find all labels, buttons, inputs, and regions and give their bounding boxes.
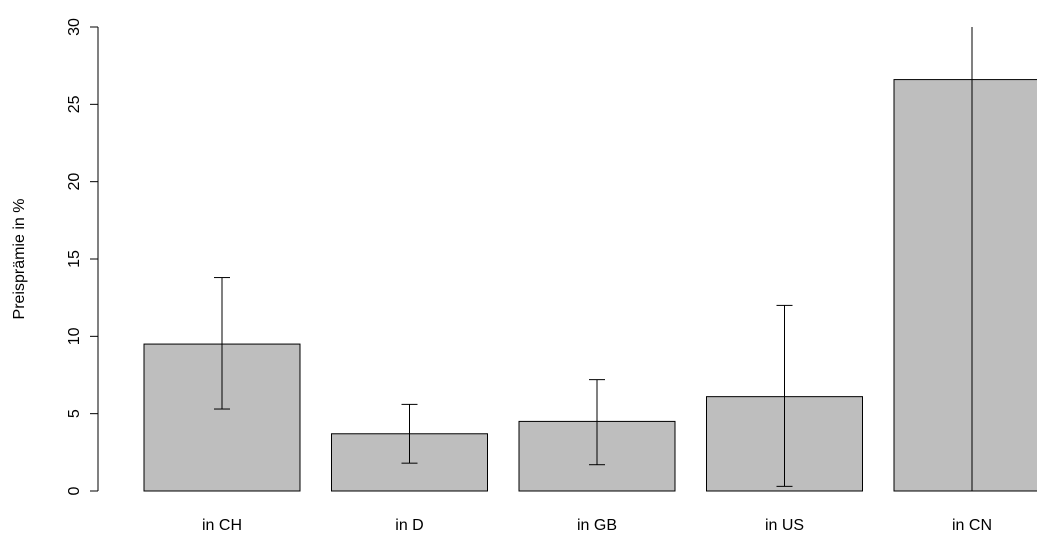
bars <box>143 79 1037 492</box>
x-tick-label: in US <box>765 517 804 534</box>
x-axis-labels: in CH in D in GB in US in CN <box>202 517 992 534</box>
x-tick-label: in GB <box>577 517 617 534</box>
x-tick-label: in CH <box>202 517 242 534</box>
x-tick-label: in CN <box>952 517 992 534</box>
y-tick-label: 20 <box>66 173 83 191</box>
y-tick-label: 5 <box>66 409 83 418</box>
y-tick-label: 25 <box>66 95 83 113</box>
bar-in-cn <box>893 79 1037 492</box>
x-tick-label: in D <box>395 517 423 534</box>
y-axis-ticks: 0 5 10 15 20 25 30 <box>66 18 98 495</box>
y-tick-label: 30 <box>66 18 83 36</box>
y-tick-label: 10 <box>66 327 83 345</box>
y-axis-title: Preisprämie in % <box>11 199 28 320</box>
error-bars <box>214 27 973 491</box>
y-tick-label: 0 <box>66 486 83 495</box>
y-tick-label: 15 <box>66 250 83 268</box>
